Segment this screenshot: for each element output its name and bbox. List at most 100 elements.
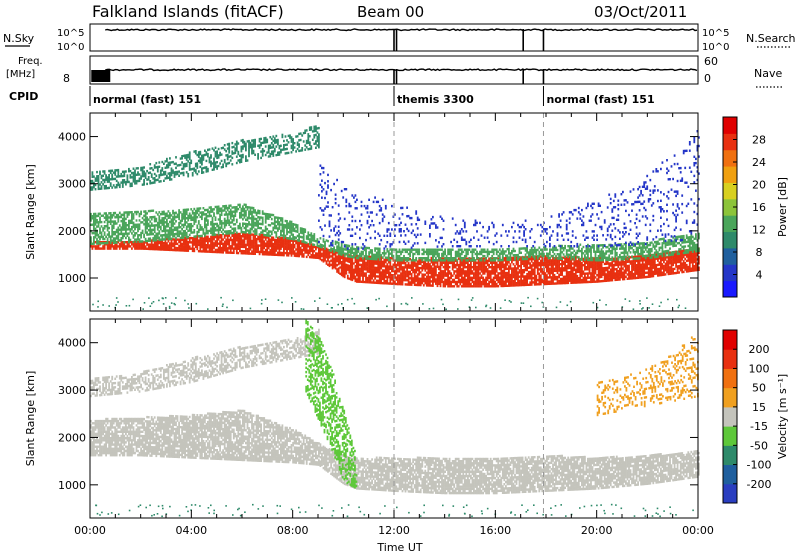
range-cell — [98, 215, 100, 217]
range-cell — [95, 223, 97, 225]
range-cell — [154, 229, 156, 231]
range-cell — [671, 258, 673, 260]
range-cell — [465, 283, 467, 285]
range-cell — [161, 238, 163, 240]
range-cell — [298, 242, 300, 244]
range-cell — [201, 216, 203, 218]
range-cell — [494, 272, 496, 274]
range-cell — [291, 225, 293, 227]
range-cell — [291, 244, 293, 246]
range-cell — [441, 264, 443, 266]
range-cell — [203, 228, 205, 230]
range-cell — [640, 276, 642, 278]
range-cell — [359, 281, 361, 283]
range-cell — [306, 242, 308, 244]
range-cell — [458, 270, 460, 272]
range-cell — [473, 264, 475, 266]
range-cell — [139, 219, 141, 221]
range-cell — [488, 283, 490, 285]
range-cell — [198, 231, 200, 233]
range-cell — [297, 229, 299, 231]
range-cell — [177, 231, 179, 233]
range-cell — [303, 237, 305, 239]
range-cell — [359, 255, 361, 257]
range-cell — [405, 271, 407, 273]
range-cell — [511, 284, 513, 286]
range-cell — [344, 261, 346, 263]
range-cell — [540, 283, 542, 285]
range-cell — [248, 221, 250, 223]
range-cell — [359, 253, 361, 255]
range-cell — [564, 265, 566, 267]
range-cell — [119, 224, 121, 226]
range-cell — [108, 247, 110, 249]
range-cell — [557, 276, 559, 278]
cpid-segment-label: normal (fast) 151 — [93, 93, 201, 106]
range-cell — [139, 228, 141, 230]
range-cell — [359, 278, 361, 280]
range-cell — [222, 245, 224, 247]
range-cell — [266, 249, 268, 251]
range-cell — [268, 235, 270, 237]
range-cell — [199, 246, 201, 248]
range-cell — [222, 233, 224, 235]
range-cell — [116, 222, 118, 224]
range-cell — [175, 241, 177, 243]
range-cell — [531, 266, 533, 268]
range-cell — [523, 271, 525, 273]
range-cell — [534, 275, 536, 277]
range-cell — [382, 256, 384, 258]
range-cell — [373, 279, 375, 281]
range-cell — [400, 253, 402, 255]
range-cell — [133, 213, 135, 215]
range-cell — [233, 219, 235, 221]
range-cell — [245, 214, 247, 216]
range-cell — [663, 259, 665, 261]
range-cell — [122, 237, 124, 239]
range-cell — [283, 224, 285, 226]
range-cell — [338, 269, 340, 271]
range-cell — [128, 241, 130, 243]
freq-block — [91, 70, 110, 82]
range-cell — [298, 249, 300, 251]
range-cell — [108, 235, 110, 237]
range-cell — [415, 259, 417, 261]
range-cell — [625, 265, 627, 267]
range-cell — [671, 262, 673, 264]
range-cell — [517, 263, 519, 265]
range-cell — [230, 230, 232, 232]
range-cell — [193, 229, 195, 231]
range-cell — [102, 229, 104, 231]
range-cell — [482, 277, 484, 279]
range-cell — [648, 259, 650, 261]
range-cell — [96, 238, 98, 240]
range-cell — [453, 279, 455, 281]
range-cell — [383, 263, 385, 265]
range-cell — [427, 282, 429, 284]
range-cell — [557, 282, 559, 284]
range-cell — [230, 213, 232, 215]
range-cell — [140, 236, 142, 238]
range-cell — [473, 275, 475, 277]
range-cell — [505, 283, 507, 285]
range-cell — [253, 240, 255, 242]
range-cell — [104, 247, 106, 249]
range-cell — [541, 279, 543, 281]
range-cell — [487, 262, 489, 264]
range-cell — [131, 211, 133, 213]
range-cell — [283, 250, 285, 252]
range-cell — [321, 253, 323, 255]
range-cell — [104, 238, 106, 240]
range-cell — [275, 241, 277, 243]
range-cell — [427, 267, 429, 269]
range-cell — [131, 247, 133, 249]
range-cell — [117, 235, 119, 237]
range-cell — [455, 266, 457, 268]
range-cell — [693, 259, 695, 261]
range-cell — [415, 271, 417, 273]
range-cell — [602, 280, 604, 282]
range-cell — [537, 270, 539, 272]
range-cell — [99, 217, 101, 219]
range-cell — [535, 277, 537, 279]
range-cell — [177, 247, 179, 249]
